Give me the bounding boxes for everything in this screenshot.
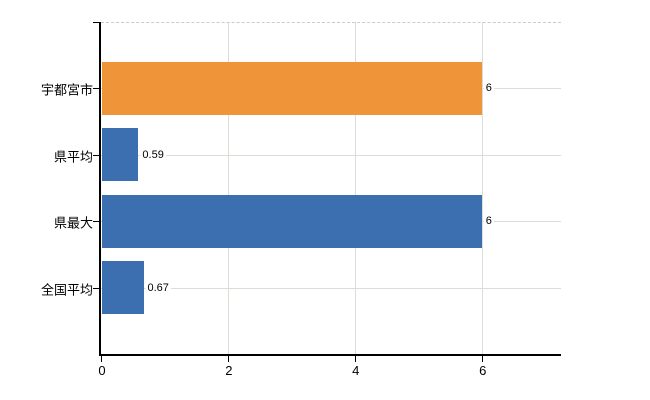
- y-tick: [93, 221, 99, 223]
- y-tick: [93, 88, 99, 90]
- bar-value-label: 0.59: [140, 147, 166, 162]
- plot-area: 6 0.59 6 0.67: [101, 22, 561, 354]
- x-tick-label: 6: [479, 363, 487, 378]
- y-axis-top-tick: [93, 22, 99, 23]
- category-label: 県平均: [53, 149, 93, 165]
- bar-value-label: 6: [483, 81, 494, 96]
- category-label: 県最大: [53, 215, 93, 231]
- bar: [102, 194, 482, 248]
- gridline-horizontal: [101, 287, 561, 289]
- x-axis-line: [99, 354, 561, 356]
- gridline-vertical: [227, 22, 229, 354]
- bar: [102, 128, 139, 182]
- bar-value-label: 6: [483, 214, 494, 229]
- x-tick: [481, 356, 483, 362]
- category-label: 宇都宮市: [40, 82, 93, 98]
- x-tick: [354, 356, 356, 362]
- gridline-horizontal: [101, 154, 561, 156]
- bar: [102, 261, 144, 315]
- x-tick-label: 0: [98, 363, 106, 378]
- bar: [102, 61, 482, 115]
- gridline-vertical: [481, 22, 483, 354]
- y-tick: [93, 287, 99, 289]
- x-tick-label: 4: [352, 363, 360, 378]
- gridline-vertical: [354, 22, 356, 354]
- category-label: 全国平均: [40, 282, 93, 298]
- bar-value-label: 0.67: [145, 280, 171, 295]
- plot-top-dashed-border: [101, 22, 561, 23]
- x-tick: [101, 356, 102, 362]
- y-tick: [93, 154, 99, 156]
- x-tick: [227, 356, 229, 362]
- y-axis-line: [99, 22, 101, 356]
- x-tick-label: 2: [225, 363, 233, 378]
